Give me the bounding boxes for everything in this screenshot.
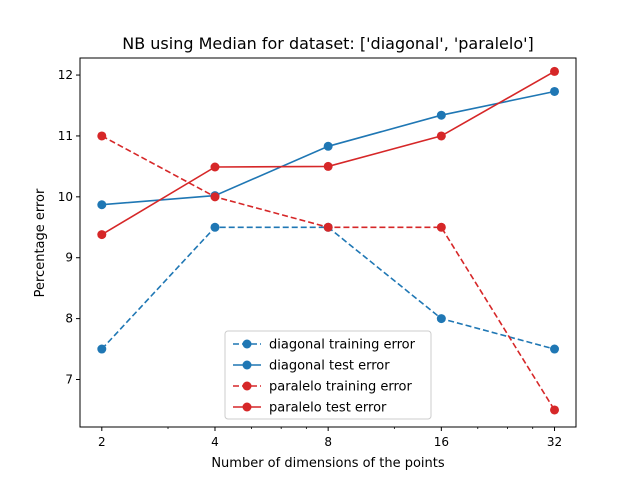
series-point — [323, 141, 333, 151]
plot-area — [97, 66, 560, 415]
series-point — [550, 86, 560, 96]
legend: diagonal training error diagonal test err… — [224, 330, 432, 420]
legend-marker — [242, 339, 252, 349]
y-tick-label: 11 — [58, 129, 73, 143]
legend-label: diagonal test error — [269, 359, 390, 374]
legend-marker — [242, 381, 252, 391]
x-axis: 2 4 8 16 32 — [98, 427, 562, 449]
x-axis-label: Number of dimensions of the points — [211, 456, 445, 471]
series-point — [436, 131, 446, 141]
series-point — [436, 314, 446, 324]
series-point — [550, 344, 560, 354]
legend-box — [224, 330, 432, 420]
legend-marker — [242, 360, 252, 370]
series-point — [97, 131, 107, 141]
x-tick-label: 4 — [211, 435, 219, 449]
series-point — [210, 222, 220, 232]
x-tick-label: 8 — [324, 435, 332, 449]
series-point — [436, 222, 446, 232]
series-point — [97, 200, 107, 210]
series-point — [323, 222, 333, 232]
series-point — [436, 110, 446, 120]
y-tick-label: 10 — [58, 190, 73, 204]
x-tick-label: 16 — [434, 435, 449, 449]
chart-title: NB using Median for dataset: ['diagonal'… — [122, 34, 534, 53]
series-point — [210, 162, 220, 172]
legend-marker — [242, 402, 252, 412]
series-point — [550, 405, 560, 415]
x-tick-label: 32 — [547, 435, 562, 449]
series-point — [97, 230, 107, 240]
y-tick-label: 7 — [65, 373, 73, 387]
legend-label: diagonal training error — [269, 338, 416, 353]
y-axis-label: Percentage error — [33, 188, 48, 297]
x-tick-label: 2 — [98, 435, 106, 449]
legend-label: paralelo test error — [269, 401, 387, 416]
y-tick-label: 12 — [58, 68, 73, 82]
series-point — [210, 192, 220, 202]
y-tick-label: 8 — [65, 312, 73, 326]
y-tick-label: 9 — [65, 251, 73, 265]
series-point — [323, 161, 333, 171]
legend-label: paralelo training error — [269, 380, 412, 395]
series-point — [97, 344, 107, 354]
y-axis: 7 8 9 10 11 12 — [58, 68, 80, 387]
series-point — [550, 66, 560, 76]
